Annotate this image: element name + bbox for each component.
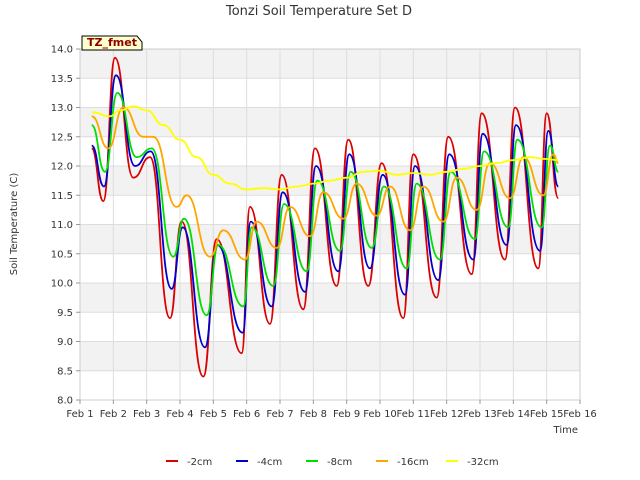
x-tick-label: Feb 8 bbox=[300, 409, 327, 420]
y-tick-label: 11.0 bbox=[51, 220, 73, 231]
plot-band bbox=[80, 341, 580, 371]
x-tick-label: Feb 5 bbox=[200, 409, 227, 420]
x-tick-label: Feb 6 bbox=[233, 409, 260, 420]
y-tick-label: 13.0 bbox=[51, 103, 73, 114]
x-tick-label: Feb 13 bbox=[463, 409, 497, 420]
x-tick-label: Feb 3 bbox=[133, 409, 160, 420]
chart-title: Tonzi Soil Temperature Set D bbox=[225, 4, 412, 19]
plot-band bbox=[80, 312, 580, 342]
y-tick-label: 12.0 bbox=[51, 162, 73, 173]
series-line32cm bbox=[91, 105, 559, 191]
legend-label: -8cm bbox=[327, 457, 352, 468]
y-tick-label: 13.5 bbox=[51, 74, 73, 85]
y-tick-label: 8.5 bbox=[57, 366, 73, 377]
x-tick-label: Feb 7 bbox=[266, 409, 293, 420]
legend: -2cm -4cm -8cm -16cm -32cm bbox=[166, 457, 499, 468]
site-tag: TZ_fmet bbox=[81, 35, 143, 51]
x-tick-label: Feb 14 bbox=[497, 409, 531, 420]
x-tick-label: Feb 4 bbox=[166, 409, 193, 420]
x-axis-title: Time bbox=[553, 425, 578, 436]
plot-band bbox=[80, 78, 580, 108]
series-line4cm bbox=[90, 74, 560, 349]
legend-label: -32cm bbox=[467, 457, 499, 468]
legend-label: -16cm bbox=[397, 457, 429, 468]
site-tag-label: TZ_fmet bbox=[87, 36, 137, 49]
legend-label: -2cm bbox=[187, 457, 212, 468]
x-tick-label: Feb 16 bbox=[563, 409, 597, 420]
x-tick-label: Feb 15 bbox=[530, 409, 564, 420]
x-tick-label: Feb 9 bbox=[333, 409, 360, 420]
y-tick-label: 8.0 bbox=[57, 396, 73, 407]
y-tick-label: 11.5 bbox=[51, 191, 73, 202]
site-tag-box bbox=[81, 35, 143, 51]
y-axis-title: Soil Temperature (C) bbox=[9, 173, 20, 276]
legend-label: -4cm bbox=[257, 457, 282, 468]
y-tick-label: 12.5 bbox=[51, 132, 73, 143]
plot-band bbox=[80, 49, 580, 79]
x-tick-label: Feb 1 bbox=[66, 409, 93, 420]
series-line8cm bbox=[90, 92, 560, 317]
y-tick-label: 10.0 bbox=[51, 279, 73, 290]
x-tick-label: Feb 11 bbox=[397, 409, 431, 420]
x-tick-label: Feb 12 bbox=[430, 409, 464, 420]
plot-band bbox=[80, 370, 580, 400]
y-tick-label: 14.0 bbox=[51, 45, 73, 56]
series-line2cm bbox=[90, 56, 560, 378]
y-tick-label: 10.5 bbox=[51, 249, 73, 260]
x-tick-label: Feb 10 bbox=[363, 409, 397, 420]
series-layer bbox=[90, 56, 560, 378]
x-axis-ticks: Feb 1 Feb 2 Feb 3 Feb 4 Feb 5 Feb 6 Feb 7 Feb 8… bbox=[66, 400, 597, 420]
x-tick-label: Feb 2 bbox=[100, 409, 127, 420]
y-tick-label: 9.0 bbox=[57, 337, 73, 348]
plot-band bbox=[80, 283, 580, 313]
y-axis-ticks: 8.0 8.5 9.0 9.5 10.0 10.5 11.0 11.5 12.0 12.5 13.0… bbox=[51, 45, 80, 407]
plot-band bbox=[80, 107, 580, 137]
y-tick-label: 9.5 bbox=[57, 308, 73, 319]
